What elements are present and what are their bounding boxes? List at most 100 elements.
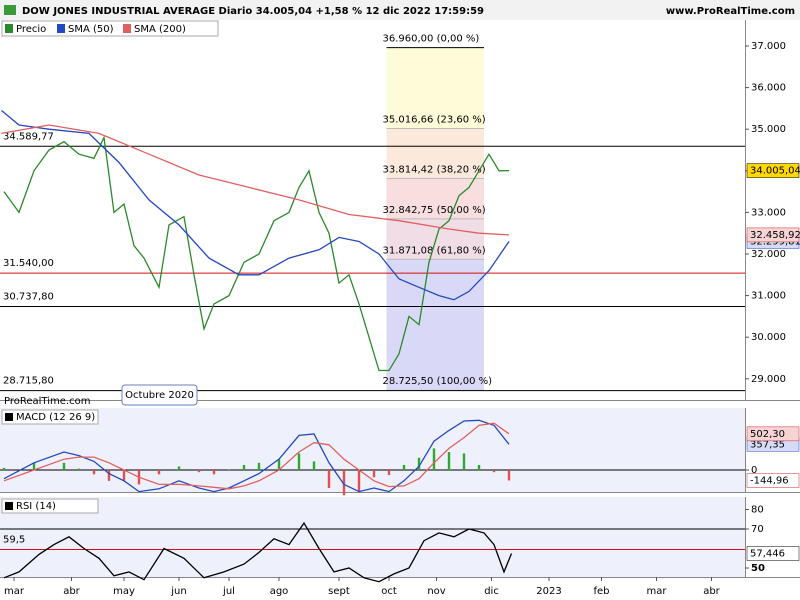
- y-tick-label: 33.000: [751, 207, 786, 218]
- y-tick-label: 70: [751, 524, 764, 535]
- y-tick-label: 36.000: [751, 83, 786, 94]
- series-line: [3, 521, 513, 583]
- legend-bg: [1, 20, 219, 37]
- fib-band: [386, 218, 484, 260]
- histogram-bar: [242, 464, 246, 471]
- panes: 36.960,00 (0,00 %) 35.016,66 (23,60 %) 33.…: [0, 20, 800, 597]
- histogram-bar: [462, 453, 466, 471]
- end-label-box: [746, 163, 800, 178]
- pane-title: MACD (12 26 9): [16, 412, 95, 423]
- level-label: 59,5: [3, 534, 25, 545]
- pane-background: [0, 20, 745, 400]
- fib-label: 35.016,66 (23,60 %): [383, 115, 486, 126]
- legend-swatch: [57, 24, 65, 33]
- histogram-bar: [212, 470, 216, 475]
- histogram-bar: [372, 470, 376, 478]
- legend-swatch: [5, 24, 13, 33]
- end-label: 57,446: [750, 548, 785, 559]
- y-tick-label: 30.000: [751, 332, 786, 343]
- pane-title: RSI (14): [16, 501, 56, 512]
- end-label-box: [746, 426, 800, 442]
- fib-label: 32.842,75 (50,00 %): [383, 205, 486, 216]
- x-tick-label: may: [113, 586, 135, 597]
- y-tick-label: 35.000: [751, 124, 786, 135]
- end-label: 502,30: [750, 429, 785, 440]
- fib-label: 28.725,50 (100,00 %): [383, 376, 493, 387]
- legend-label: SMA (50): [68, 24, 114, 35]
- x-tick-label: mar: [647, 586, 668, 597]
- histogram-bar: [447, 452, 451, 471]
- histogram-bar: [197, 470, 201, 473]
- end-label-box: [746, 546, 800, 561]
- histogram-bar: [312, 461, 316, 471]
- series-line: [3, 419, 510, 493]
- series-line: [1, 124, 510, 236]
- x-tick-label: oct: [381, 586, 397, 597]
- histogram-bar: [492, 470, 496, 473]
- histogram-bar: [257, 462, 261, 471]
- pane-title-bg: [1, 498, 99, 514]
- header-icon: [4, 5, 16, 15]
- histogram-bar: [402, 464, 406, 471]
- fib-band: [386, 128, 484, 179]
- end-label: 32.458,92: [750, 230, 800, 241]
- level-label: 28.715,80: [3, 376, 54, 387]
- site: www.ProRealTime.com: [666, 6, 795, 17]
- watermark: ProRealTime.com: [4, 396, 90, 407]
- histogram-bar: [277, 459, 281, 471]
- level-label: 34.589,77: [3, 131, 54, 142]
- end-label: 34.005,04: [750, 166, 800, 177]
- histogram-bar: [77, 468, 81, 471]
- end-label: 357,35: [750, 439, 785, 450]
- legend-label: Precio: [16, 24, 46, 35]
- histogram-bar: [357, 470, 361, 492]
- x-tick-label: dic: [484, 586, 499, 597]
- fib-label: 31.871,08 (61,80 %): [383, 245, 486, 256]
- histogram-bar: [107, 470, 111, 481]
- fib-label: 36.960,00 (0,00 %): [383, 34, 480, 45]
- pane-title-icon: [5, 502, 13, 510]
- x-tick-label: jun: [170, 586, 186, 597]
- histogram-bar: [342, 470, 346, 496]
- x-tick-label: 2023: [536, 586, 561, 597]
- histogram-bar: [62, 462, 66, 471]
- x-tick-label: nov: [427, 586, 445, 597]
- histogram-bar: [432, 448, 436, 471]
- fib-band: [386, 47, 484, 129]
- annotation: Octubre 2020: [125, 390, 194, 401]
- histogram-bar: [327, 470, 331, 489]
- histogram-bar: [507, 470, 511, 481]
- level-label: 31.540,00: [3, 258, 54, 269]
- x-tick-label: jul: [222, 586, 235, 597]
- legend-label: SMA (200): [134, 24, 186, 35]
- histogram-bar: [387, 470, 391, 476]
- legend-swatch: [123, 24, 131, 33]
- y-tick-label: 0: [751, 465, 757, 476]
- x-tick-label: ago: [270, 586, 289, 597]
- y-tick-label: 37.000: [751, 41, 786, 52]
- fib-band: [386, 178, 484, 219]
- histogram-bar: [297, 453, 301, 471]
- series-line: [3, 422, 510, 490]
- end-label-box: [746, 473, 800, 488]
- histogram-bar: [157, 470, 161, 475]
- histogram-bar: [32, 462, 36, 471]
- histogram-bar: [92, 470, 96, 475]
- histogram-bar: [417, 457, 421, 471]
- y-tick-label: 80: [751, 504, 764, 515]
- y-tick-label: 32.000: [751, 249, 786, 260]
- series-line: [1, 109, 510, 301]
- end-label: -144,96: [750, 475, 789, 486]
- series-line: [3, 135, 510, 372]
- y-tick-label: 50: [751, 563, 765, 574]
- y-tick-label: 31.000: [751, 291, 786, 302]
- x-tick-label: feb: [593, 586, 609, 597]
- level-label: 30.737,80: [3, 291, 54, 302]
- x-tick-label: abr: [63, 586, 80, 597]
- x-tick-label: abr: [703, 586, 720, 597]
- pane-background: [0, 497, 745, 577]
- histogram-bar: [177, 466, 181, 471]
- x-tick-label: mar: [4, 586, 25, 597]
- annotation-box: [121, 384, 198, 406]
